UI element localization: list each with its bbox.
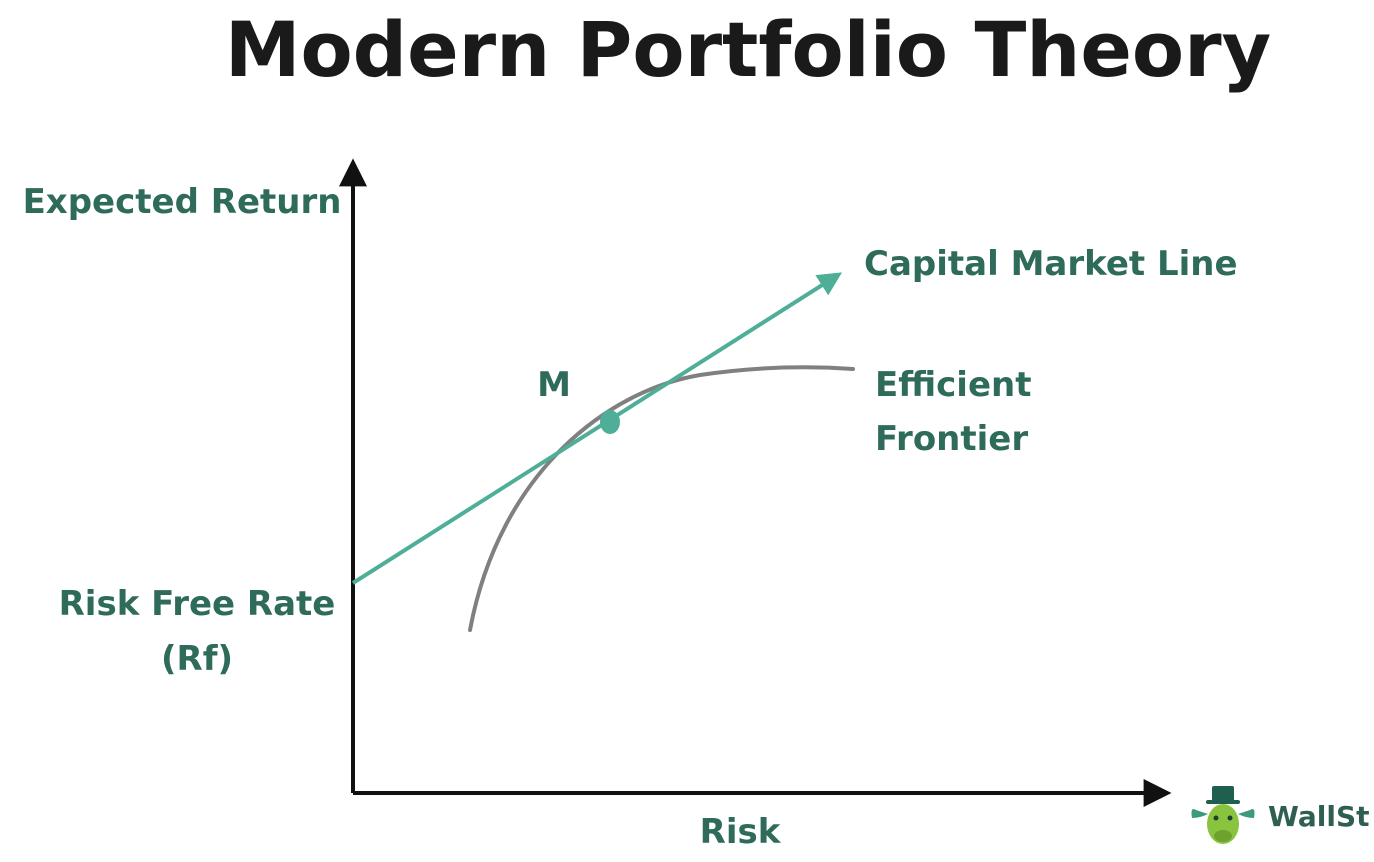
efficient-frontier-label-line1: Efficient [875, 365, 1031, 405]
bull-mascot-icon [1191, 786, 1255, 844]
y-axis-label: Expected Return [23, 182, 342, 222]
market-portfolio-point [600, 410, 620, 434]
page-title: Modern Portfolio Theory [225, 5, 1271, 94]
cml-label: Capital Market Line [864, 244, 1238, 284]
wallstreetmojo-logo: WallSt [1191, 786, 1370, 844]
x-axis-label: Risk [700, 812, 782, 852]
risk-free-rate-label-line1: Risk Free Rate [59, 584, 336, 624]
risk-free-rate-label-line2: (Rf) [161, 639, 233, 679]
efficient-frontier-label-line2: Frontier [875, 419, 1028, 459]
capital-market-line [351, 272, 843, 585]
market-portfolio-label: M [537, 365, 571, 405]
efficient-frontier-curve [468, 365, 855, 632]
logo-text: WallSt [1268, 800, 1370, 833]
